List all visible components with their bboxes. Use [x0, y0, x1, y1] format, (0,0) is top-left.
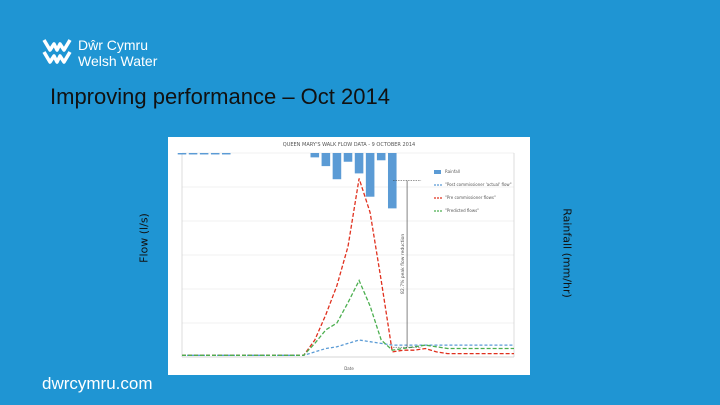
footer-url: dwrcymru.com — [42, 374, 153, 393]
flow-chart: QUEEN MARY'S WALK FLOW DATA - 9 OCTOBER … — [168, 137, 530, 375]
rainfall-bar — [221, 153, 231, 155]
flow-chart-svg: QUEEN MARY'S WALK FLOW DATA - 9 OCTOBER … — [177, 142, 515, 371]
legend-swatch — [434, 170, 441, 174]
brand-name-line2: Welsh Water — [78, 53, 158, 69]
rainfall-bar — [321, 153, 331, 167]
rainfall-bar — [376, 153, 386, 161]
rainfall-bar — [332, 153, 342, 180]
slide-title: Improving performance – Oct 2014 — [50, 84, 390, 109]
brand-name-line1: Dŵr Cymru — [78, 37, 148, 53]
rainfall-bar — [387, 153, 397, 209]
rainfall-bar — [177, 153, 187, 155]
x-axis-label: Date — [344, 366, 354, 371]
right-axis-label: Rainfall (mm/hr) — [560, 208, 574, 298]
rainfall-bar — [188, 153, 198, 155]
legend-label: Rainfall — [445, 169, 460, 174]
rainfall-bar — [310, 153, 320, 158]
rainfall-bar — [199, 153, 209, 155]
rainfall-bar — [210, 153, 220, 155]
chart-title: QUEEN MARY'S WALK FLOW DATA - 9 OCTOBER … — [283, 142, 415, 148]
rainfall-bar — [365, 153, 375, 197]
legend-label: "Post commissioner 'actual' flow" — [445, 182, 512, 187]
welsh-water-logo-icon — [42, 39, 72, 64]
brand-logo: Dŵr Cymru Welsh Water — [42, 36, 172, 70]
rainfall-bar — [343, 153, 353, 162]
series-line — [182, 178, 514, 356]
series-line — [182, 278, 514, 356]
left-axis-label: Flow (l/s) — [137, 213, 151, 263]
brand-name: Dŵr Cymru Welsh Water — [78, 37, 157, 69]
annotation-label: 82.7% peak flow reduction — [400, 234, 406, 294]
rainfall-bar — [354, 153, 364, 174]
legend-label: "Pre commissioner flows" — [445, 195, 496, 200]
legend-label: "Predicted flows" — [445, 208, 479, 213]
